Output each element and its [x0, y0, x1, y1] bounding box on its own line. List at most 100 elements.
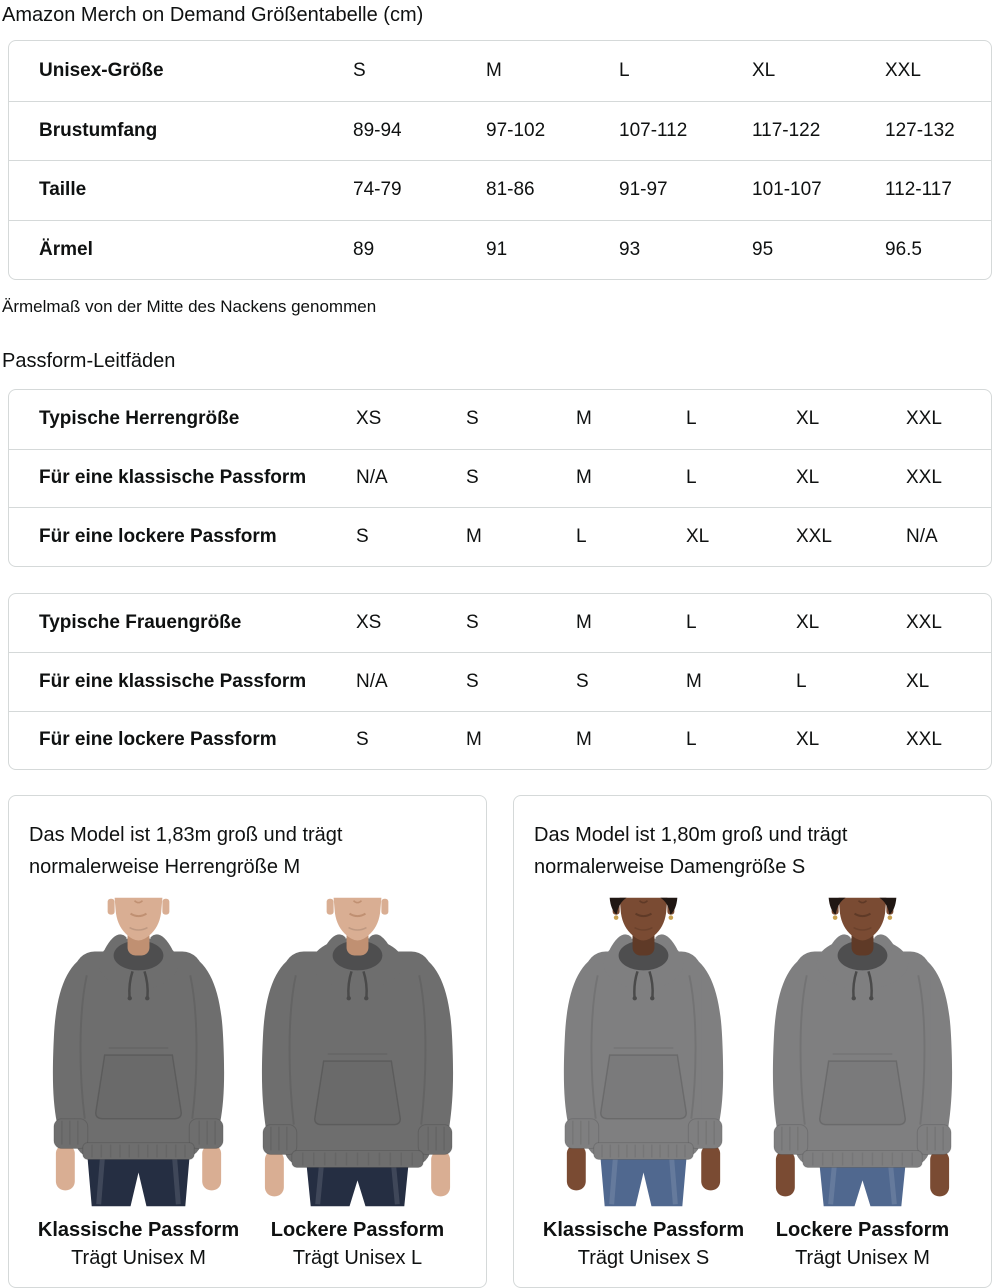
table-row: Für eine lockere Passform S M M L XL XXL [9, 710, 991, 770]
cell: M [686, 670, 702, 692]
cell: L [686, 611, 697, 633]
cell: XXL [906, 729, 942, 751]
men-model-card: Das Model ist 1,83m groß und trägt norma… [8, 795, 487, 1288]
cell: 97-102 [486, 119, 546, 141]
cell: S [356, 729, 369, 751]
size-col-header: XXL [885, 59, 921, 81]
women-model-description: Das Model ist 1,80m groß und trägt norma… [534, 824, 848, 878]
table-row: Für eine klassische Passform N/A S M L X… [9, 448, 991, 508]
cell: S [466, 467, 479, 489]
cell: L [576, 525, 587, 547]
figure-women-loose: Lockere Passform Trägt Unisex M [753, 896, 972, 1273]
fit-label: Lockere Passform [270, 1219, 445, 1241]
cell: XL [796, 729, 820, 751]
cell: XL [906, 670, 930, 692]
row-label: Für eine klassische Passform [39, 467, 307, 489]
fit-label: Klassische Passform [37, 1219, 240, 1241]
cell: 117-122 [752, 119, 821, 141]
cell: XS [356, 408, 382, 430]
size-col-header: M [486, 59, 502, 81]
cell: S [466, 611, 479, 633]
cell: XL [796, 408, 820, 430]
row-label: Für eine klassische Passform [39, 670, 307, 692]
table-row: Für eine klassische Passform N/A S S M L… [9, 652, 991, 711]
size-label: Trägt Unisex S [577, 1247, 710, 1269]
cell: M [576, 467, 592, 489]
table-row: Typische Frauengröße XS S M L XL XXL [9, 594, 991, 653]
cell: M [576, 611, 592, 633]
cell: XS [356, 611, 382, 633]
cell: S [356, 525, 369, 547]
cell: M [576, 408, 592, 430]
cell: 91 [486, 238, 508, 260]
table-row: Taille 74-79 81-86 91-97 101-107 112-117 [9, 160, 991, 220]
page-title: Amazon Merch on Demand Größentabelle (cm… [2, 4, 424, 26]
row-label: Unisex-Größe [39, 59, 164, 81]
model-photo-male-classic-fit [29, 896, 248, 1208]
figure-men-loose: Lockere Passform Trägt Unisex L [248, 896, 467, 1273]
men-figures: Klassische Passform Trägt Unisex M [29, 896, 466, 1273]
cell: M [576, 729, 592, 751]
model-photo-female-loose-fit [753, 896, 972, 1208]
cell: 89-94 [353, 119, 402, 141]
row-label: Typische Herrengröße [39, 408, 240, 430]
cell: 89 [353, 238, 375, 260]
cell: XL [796, 467, 820, 489]
cell: 96.5 [885, 238, 922, 260]
size-col-header: L [619, 59, 630, 81]
cell: M [466, 525, 482, 547]
women-fit-table: Typische Frauengröße XS S M L XL XXL Für… [8, 592, 992, 770]
cell: L [686, 408, 697, 430]
fit-label: Klassische Passform [542, 1219, 745, 1241]
men-fit-table: Typische Herrengröße XS S M L XL XXL Für… [8, 389, 992, 567]
cell: 95 [752, 238, 774, 260]
cell: 91-97 [619, 179, 668, 201]
row-label: Brustumfang [39, 119, 158, 141]
men-model-description: Das Model ist 1,83m groß und trägt norma… [29, 824, 343, 878]
size-label: Trägt Unisex M [71, 1247, 206, 1269]
row-label: Ärmel [39, 238, 93, 260]
model-cards: Das Model ist 1,83m groß und trägt norma… [8, 795, 992, 1288]
fit-label: Lockere Passform [775, 1219, 950, 1241]
row-label: Für eine lockere Passform [39, 525, 277, 547]
cell: XXL [906, 467, 942, 489]
cell: 74-79 [353, 179, 402, 201]
cell: S [466, 408, 479, 430]
fit-guides-heading: Passform-Leitfäden [2, 350, 176, 372]
cell: XXL [906, 611, 942, 633]
cell: S [466, 670, 479, 692]
cell: XXL [906, 408, 942, 430]
cell: M [466, 729, 482, 751]
cell: S [576, 670, 589, 692]
cell: 107-112 [619, 119, 688, 141]
cell: L [686, 729, 697, 751]
cell: L [686, 467, 697, 489]
model-photo-female-classic-fit [534, 896, 753, 1208]
cell: N/A [356, 467, 388, 489]
cell: 81-86 [486, 179, 535, 201]
cell: XXL [796, 525, 832, 547]
size-label: Trägt Unisex M [795, 1247, 930, 1269]
row-label: Taille [39, 179, 87, 201]
size-col-header: XL [752, 59, 776, 81]
cell: N/A [356, 670, 388, 692]
cell: XL [686, 525, 710, 547]
table-row: Brustumfang 89-94 97-102 107-112 117-122… [9, 100, 991, 161]
row-label: Typische Frauengröße [39, 611, 242, 633]
cell: 101-107 [752, 179, 822, 201]
table-row: Für eine lockere Passform S M L XL XXL N… [9, 507, 991, 566]
row-label: Für eine lockere Passform [39, 729, 277, 751]
model-photo-male-loose-fit [248, 896, 467, 1208]
cell: 93 [619, 238, 641, 260]
cell: 127-132 [885, 119, 955, 141]
unisex-size-table: Unisex-Größe S M L XL XXL Brustumfang 89… [8, 40, 992, 280]
table-row: Ärmel 89 91 93 95 96.5 [9, 219, 991, 280]
size-label: Trägt Unisex L [292, 1247, 423, 1269]
table-row: Typische Herrengröße XS S M L XL XXL [9, 390, 991, 449]
sleeve-measure-footnote: Ärmelmaß von der Mitte des Nackens genom… [2, 297, 377, 316]
figure-women-classic: Klassische Passform Trägt Unisex S [534, 896, 753, 1273]
cell: N/A [906, 525, 938, 547]
cell: L [796, 670, 807, 692]
cell: XL [796, 611, 820, 633]
figure-men-classic: Klassische Passform Trägt Unisex M [29, 896, 248, 1273]
